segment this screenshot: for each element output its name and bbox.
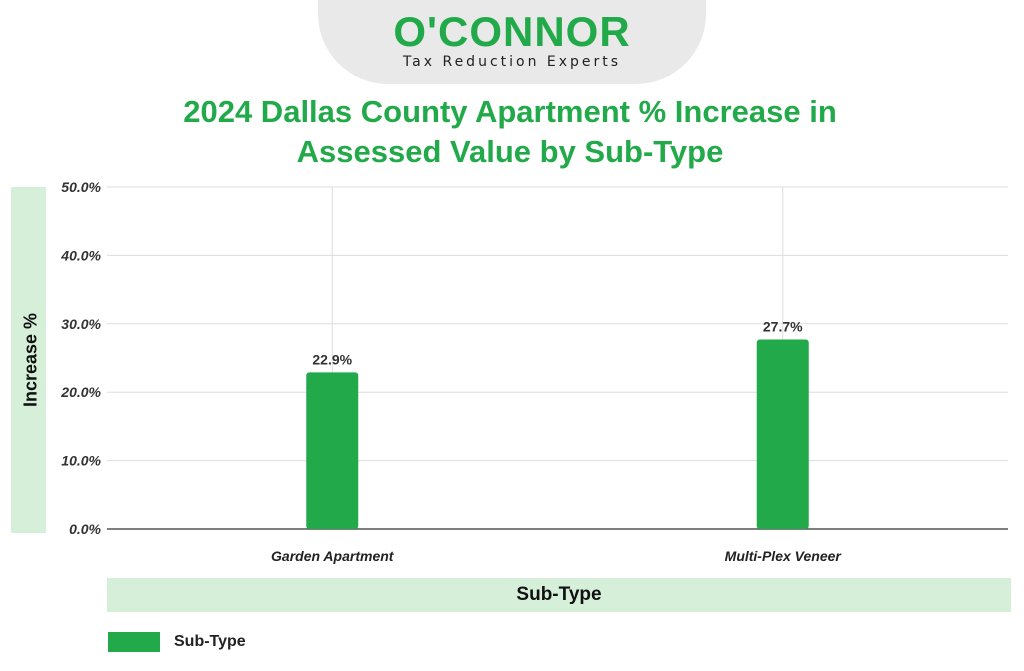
- y-tick-label: 10.0%: [61, 453, 101, 469]
- x-axis-label: Sub-Type: [516, 584, 602, 605]
- y-tick-label: 50.0%: [61, 179, 101, 195]
- legend-label: Sub-Type: [174, 633, 246, 650]
- x-tick-label: Garden Apartment: [271, 548, 395, 564]
- y-tick-label: 40.0%: [60, 247, 101, 263]
- chart-title: 2024 Dallas County Apartment % Increase …: [120, 92, 900, 172]
- bar-data-label: 22.9%: [312, 351, 352, 367]
- y-tick-label: 0.0%: [69, 521, 101, 537]
- bar-data-label: 27.7%: [763, 319, 803, 335]
- y-axis-label-band: [11, 187, 46, 533]
- chart-title-line-1: 2024 Dallas County Apartment % Increase …: [183, 94, 837, 129]
- y-tick-label: 30.0%: [61, 316, 101, 332]
- chart-title-line-2: Assessed Value by Sub-Type: [296, 134, 724, 169]
- x-tick-label: Multi-Plex Veneer: [725, 548, 843, 564]
- legend: Sub-Type: [108, 632, 246, 652]
- bar: [756, 339, 809, 529]
- y-tick-label: 20.0%: [60, 384, 101, 400]
- x-axis-label-band: [107, 578, 1011, 612]
- logo-banner: O'CONNOR Tax Reduction Experts: [318, 0, 706, 84]
- brand-logo: O'CONNOR: [393, 8, 631, 55]
- legend-swatch: [108, 632, 160, 652]
- bar: [306, 372, 359, 529]
- brand-tagline: Tax Reduction Experts: [402, 54, 622, 70]
